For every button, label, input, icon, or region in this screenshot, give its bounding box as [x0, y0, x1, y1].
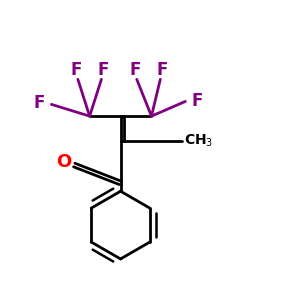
Text: CH$_3$: CH$_3$: [184, 132, 213, 149]
Text: F: F: [71, 61, 82, 79]
Text: F: F: [130, 61, 141, 79]
Text: F: F: [34, 94, 45, 112]
Text: F: F: [191, 92, 203, 110]
Text: F: F: [97, 61, 109, 79]
Text: O: O: [56, 153, 71, 171]
Text: F: F: [156, 61, 167, 79]
